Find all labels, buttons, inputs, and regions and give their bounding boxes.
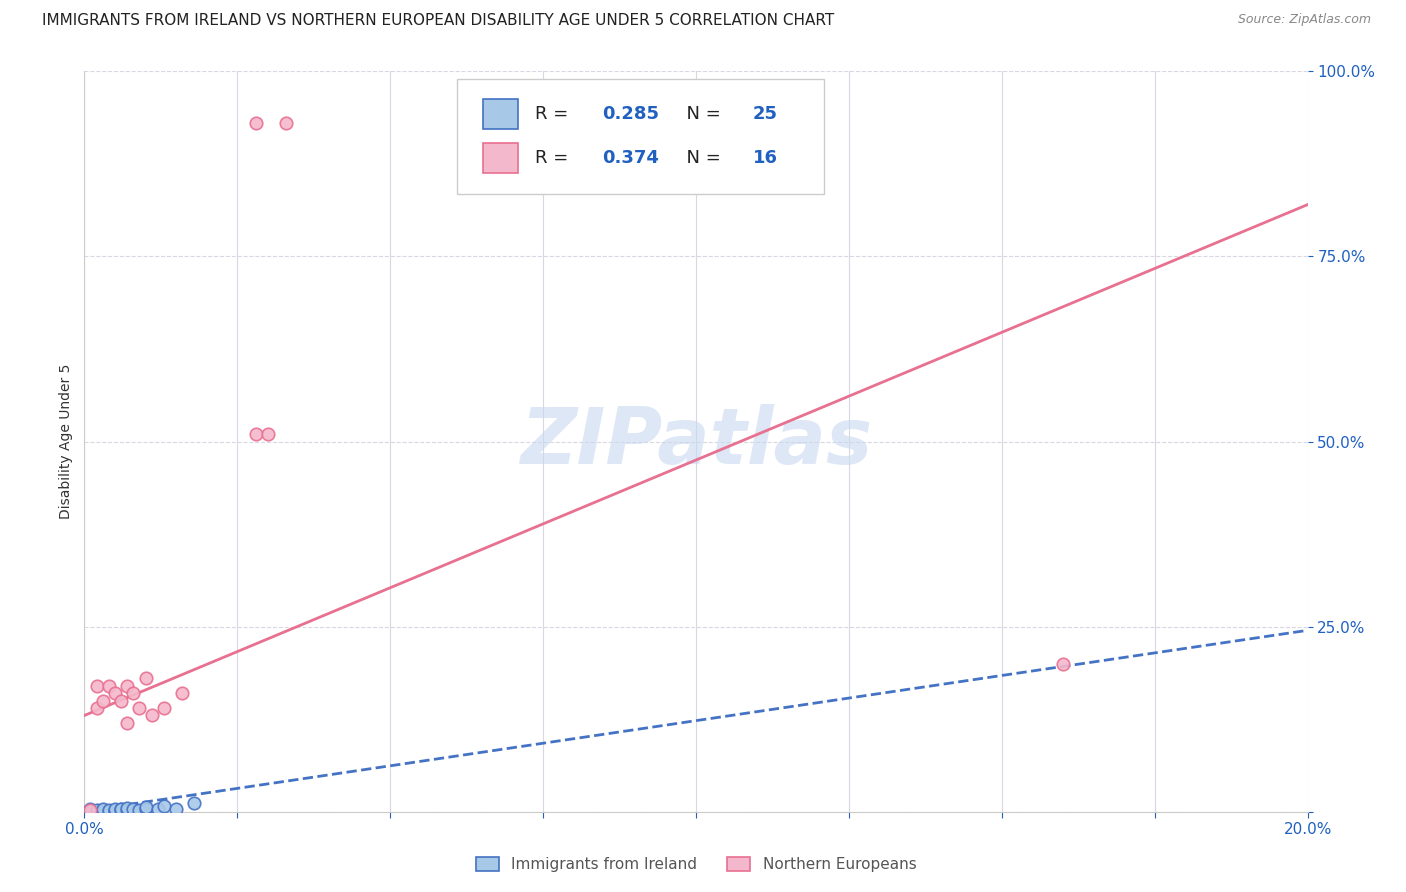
Point — [146, 803, 169, 817]
Text: 25: 25 — [752, 105, 778, 123]
Point — [79, 803, 101, 817]
Text: R =: R = — [534, 149, 574, 167]
Point — [91, 804, 114, 818]
Point — [115, 679, 138, 693]
Point — [135, 672, 157, 686]
Point — [79, 804, 101, 818]
Text: R =: R = — [534, 105, 574, 123]
Text: 16: 16 — [752, 149, 778, 167]
Point — [245, 427, 267, 442]
Point — [110, 694, 132, 708]
Text: 0.285: 0.285 — [602, 105, 659, 123]
Point — [172, 686, 194, 700]
Point — [91, 694, 114, 708]
Point — [104, 804, 127, 818]
Text: N =: N = — [675, 149, 727, 167]
Text: IMMIGRANTS FROM IRELAND VS NORTHERN EUROPEAN DISABILITY AGE UNDER 5 CORRELATION : IMMIGRANTS FROM IRELAND VS NORTHERN EURO… — [42, 13, 834, 29]
Point — [128, 803, 150, 817]
Point — [276, 116, 298, 130]
Point — [141, 708, 163, 723]
Point — [86, 804, 108, 818]
Point — [86, 701, 108, 715]
Point — [104, 803, 127, 817]
Point — [86, 679, 108, 693]
Text: Source: ZipAtlas.com: Source: ZipAtlas.com — [1237, 13, 1371, 27]
Point — [110, 803, 132, 817]
Point — [91, 803, 114, 817]
Point — [183, 796, 205, 810]
Point — [1052, 657, 1074, 671]
Point — [115, 801, 138, 815]
FancyBboxPatch shape — [484, 143, 517, 173]
Point — [104, 686, 127, 700]
Point — [122, 803, 145, 817]
Point — [128, 701, 150, 715]
Point — [104, 802, 127, 816]
Text: 0.374: 0.374 — [602, 149, 659, 167]
Point — [257, 427, 280, 442]
FancyBboxPatch shape — [484, 99, 517, 129]
Point — [135, 803, 157, 817]
Point — [97, 803, 120, 817]
Point — [110, 802, 132, 816]
Point — [165, 802, 187, 816]
Point — [245, 116, 267, 130]
Point — [97, 679, 120, 693]
Y-axis label: Disability Age Under 5: Disability Age Under 5 — [59, 364, 73, 519]
Point — [115, 803, 138, 817]
Point — [115, 715, 138, 730]
Point — [79, 803, 101, 817]
Point — [135, 799, 157, 814]
Point — [97, 804, 120, 818]
Point — [91, 803, 114, 817]
Text: ZIPatlas: ZIPatlas — [520, 403, 872, 480]
FancyBboxPatch shape — [457, 78, 824, 194]
Point — [86, 803, 108, 817]
Point — [110, 803, 132, 817]
Text: N =: N = — [675, 105, 727, 123]
Point — [153, 798, 176, 813]
Legend: Immigrants from Ireland, Northern Europeans: Immigrants from Ireland, Northern Europe… — [470, 851, 922, 878]
Point — [122, 686, 145, 700]
Point — [153, 701, 176, 715]
